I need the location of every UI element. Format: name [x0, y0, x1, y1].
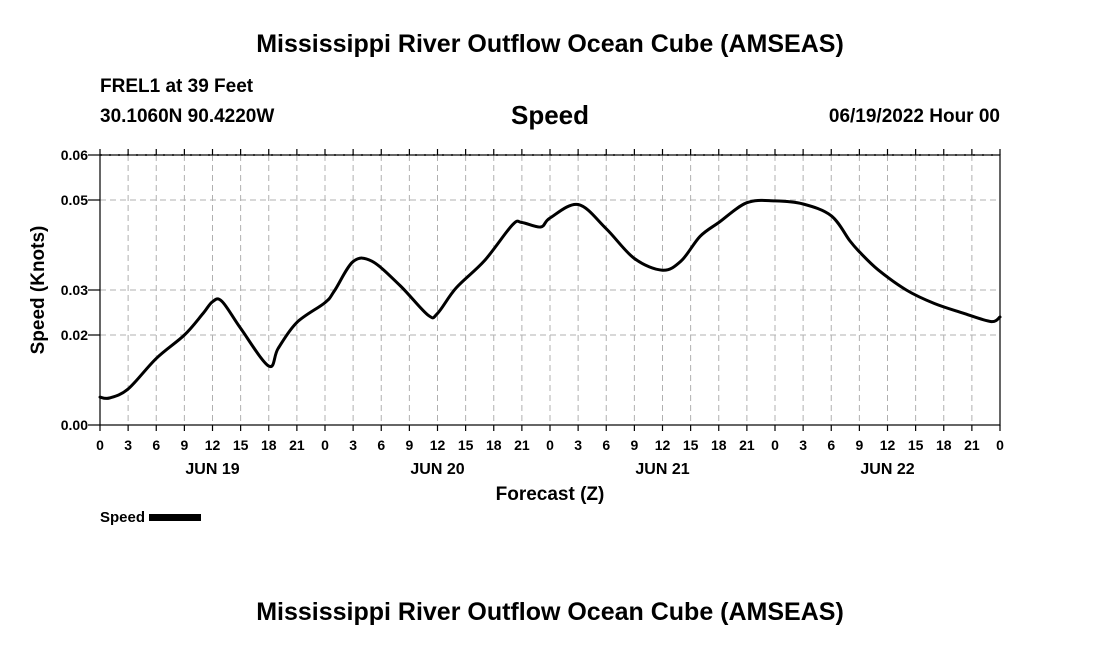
x-tick-label: 6: [377, 437, 385, 453]
axis-ticks: [88, 149, 1001, 431]
footer-title: Mississippi River Outflow Ocean Cube (AM…: [256, 598, 844, 626]
x-tick-label: 0: [771, 437, 779, 453]
x-axis-label: Forecast (Z): [496, 484, 605, 505]
x-tick-label: 0: [96, 437, 104, 453]
station-position: 30.1060N 90.4220W: [100, 106, 275, 127]
day-label: JUN 20: [410, 461, 464, 478]
x-tick-label: 0: [546, 437, 554, 453]
x-tick-label: 6: [827, 437, 835, 453]
y-tick-label: 0.05: [61, 192, 88, 208]
x-tick-label: 9: [405, 437, 413, 453]
x-tick-label: 21: [739, 437, 755, 453]
station-label: FREL1 at 39 Feet: [100, 76, 254, 97]
y-tick-label: 0.02: [61, 327, 88, 343]
x-tick-label: 12: [205, 437, 221, 453]
forecast-datetime: 06/19/2022 Hour 00: [828, 106, 1000, 127]
x-tick-label: 3: [124, 437, 132, 453]
day-label: JUN 22: [860, 461, 914, 478]
x-tick-label: 0: [321, 437, 329, 453]
x-tick-label: 0: [996, 437, 1004, 453]
x-tick-label: 18: [711, 437, 727, 453]
x-tick-label: 15: [683, 437, 699, 453]
x-tick-label: 3: [349, 437, 357, 453]
x-tick-label: 15: [233, 437, 249, 453]
y-axis-label: Speed (Knots): [28, 226, 49, 355]
x-tick-label: 15: [908, 437, 924, 453]
day-labels: JUN 19 JUN 20 JUN 21 JUN 22: [185, 461, 914, 478]
speed-series-line: [98, 198, 1002, 400]
x-tick-label: 18: [936, 437, 952, 453]
x-tick-label: 3: [799, 437, 807, 453]
x-tick-label: 6: [602, 437, 610, 453]
x-tick-label: 21: [514, 437, 530, 453]
x-tick-labels: 0 3 6 9 12 15 18 21 0 3 6 9 12 15 18 21 0 3 6 9 12 15 18 21 0 3 6 9…: [96, 437, 1004, 453]
variable-title: Speed: [510, 100, 590, 130]
x-tick-label: 9: [855, 437, 863, 453]
grid-lines: [100, 154, 1000, 425]
y-tick-label: 0.06: [61, 147, 88, 163]
legend-label: Speed: [100, 509, 146, 526]
x-tick-label: 9: [630, 437, 638, 453]
chart-title: Mississippi River Outflow Ocean Cube (AM…: [256, 30, 844, 58]
x-tick-label: 21: [964, 437, 980, 453]
x-tick-label: 12: [880, 437, 896, 453]
x-tick-label: 9: [180, 437, 188, 453]
x-tick-label: 12: [655, 437, 671, 453]
x-tick-label: 18: [261, 437, 277, 453]
x-tick-label: 12: [430, 437, 446, 453]
legend: Speed: [100, 509, 202, 526]
legend-swatch: [149, 514, 202, 521]
x-tick-label: 18: [486, 437, 502, 453]
x-tick-label: 15: [458, 437, 474, 453]
x-tick-label: 21: [289, 437, 305, 453]
y-tick-label: 0.00: [61, 417, 88, 433]
x-tick-label: 3: [574, 437, 582, 453]
day-label: JUN 21: [635, 461, 689, 478]
y-tick-label: 0.03: [61, 282, 88, 298]
x-tick-label: 6: [152, 437, 160, 453]
y-tick-labels: 0.00 0.02 0.03 0.05 0.06: [61, 147, 88, 433]
day-label: JUN 19: [185, 461, 239, 478]
